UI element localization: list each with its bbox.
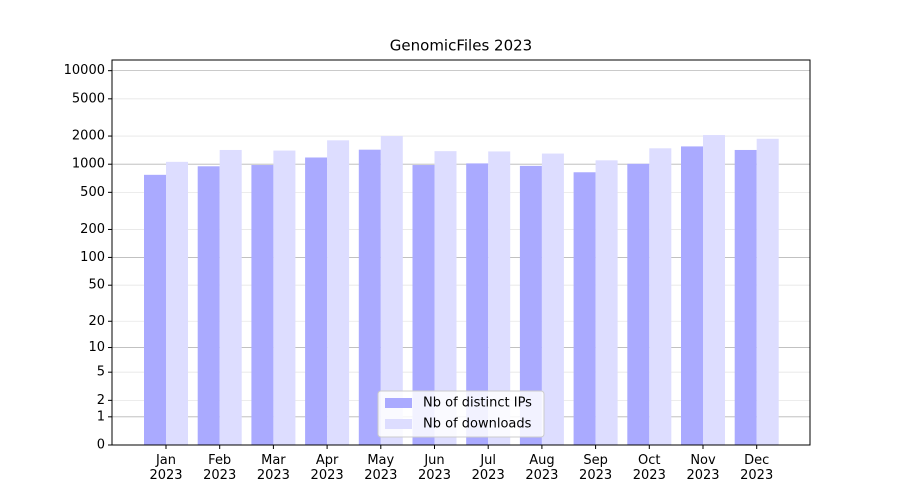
- y-tick-label: 100: [80, 250, 105, 265]
- bar: [380, 136, 403, 445]
- bar: [273, 150, 296, 445]
- y-tick-label: 0: [97, 438, 105, 453]
- bar: [519, 165, 542, 445]
- bar: [488, 151, 511, 445]
- y-tick-label: 5000: [72, 91, 105, 106]
- bar: [573, 172, 596, 445]
- x-tick-label: Sep 2023: [579, 453, 613, 483]
- bar: [434, 151, 457, 445]
- bar: [166, 161, 188, 446]
- y-tick-label: 5: [97, 365, 105, 380]
- bar: [627, 163, 650, 445]
- y-tick-label: 1000: [72, 157, 105, 172]
- x-tick-label: Feb 2023: [203, 453, 237, 483]
- bar: [305, 157, 328, 446]
- x-tick-label: Dec 2023: [740, 453, 774, 483]
- bar: [649, 148, 672, 445]
- legend-label: Nb of downloads: [423, 417, 532, 432]
- y-tick-label: 2: [97, 393, 105, 408]
- bar: [466, 163, 489, 445]
- bar: [219, 149, 242, 445]
- y-tick-label: 1: [97, 409, 105, 424]
- bar: [327, 140, 350, 446]
- bar: [541, 153, 564, 445]
- legend-swatch: [385, 398, 412, 408]
- y-tick-label: 2000: [72, 129, 105, 144]
- legend-swatch: [385, 419, 412, 429]
- bar: [358, 149, 381, 446]
- bar: [734, 149, 757, 445]
- x-tick-label: Jul 2023: [471, 453, 505, 483]
- bar: [756, 138, 779, 446]
- bar: [197, 166, 220, 445]
- bar: [595, 160, 618, 445]
- bar: [412, 165, 435, 445]
- y-tick-label: 50: [88, 278, 105, 293]
- bar: [251, 165, 274, 445]
- y-tick-label: 500: [80, 185, 105, 200]
- x-tick-label: Oct 2023: [632, 453, 666, 483]
- y-tick-label: 10: [88, 340, 105, 355]
- x-tick-label: Jan 2023: [149, 453, 183, 483]
- bar: [703, 135, 725, 445]
- x-tick-label: Jun 2023: [417, 453, 452, 483]
- bar: [681, 146, 703, 445]
- x-tick-label: Mar 2023: [256, 453, 290, 483]
- y-tick-label: 20: [88, 314, 105, 329]
- plot-frame: [111, 59, 811, 446]
- legend: Nb of distinct IPs Nb of downloads: [377, 390, 545, 438]
- legend-frame: [377, 390, 545, 438]
- x-tick-label: Apr 2023: [310, 453, 344, 483]
- y-tick-label: 200: [80, 222, 105, 237]
- chart-title: GenomicFiles 2023: [390, 37, 532, 55]
- x-tick-label: Nov 2023: [686, 453, 720, 483]
- legend-label: Nb of distinct IPs: [423, 396, 532, 411]
- y-tick-label: 10000: [64, 63, 105, 78]
- x-tick-label: Aug 2023: [525, 453, 559, 483]
- x-tick-label: May 2023: [364, 453, 398, 483]
- bar: [144, 174, 166, 446]
